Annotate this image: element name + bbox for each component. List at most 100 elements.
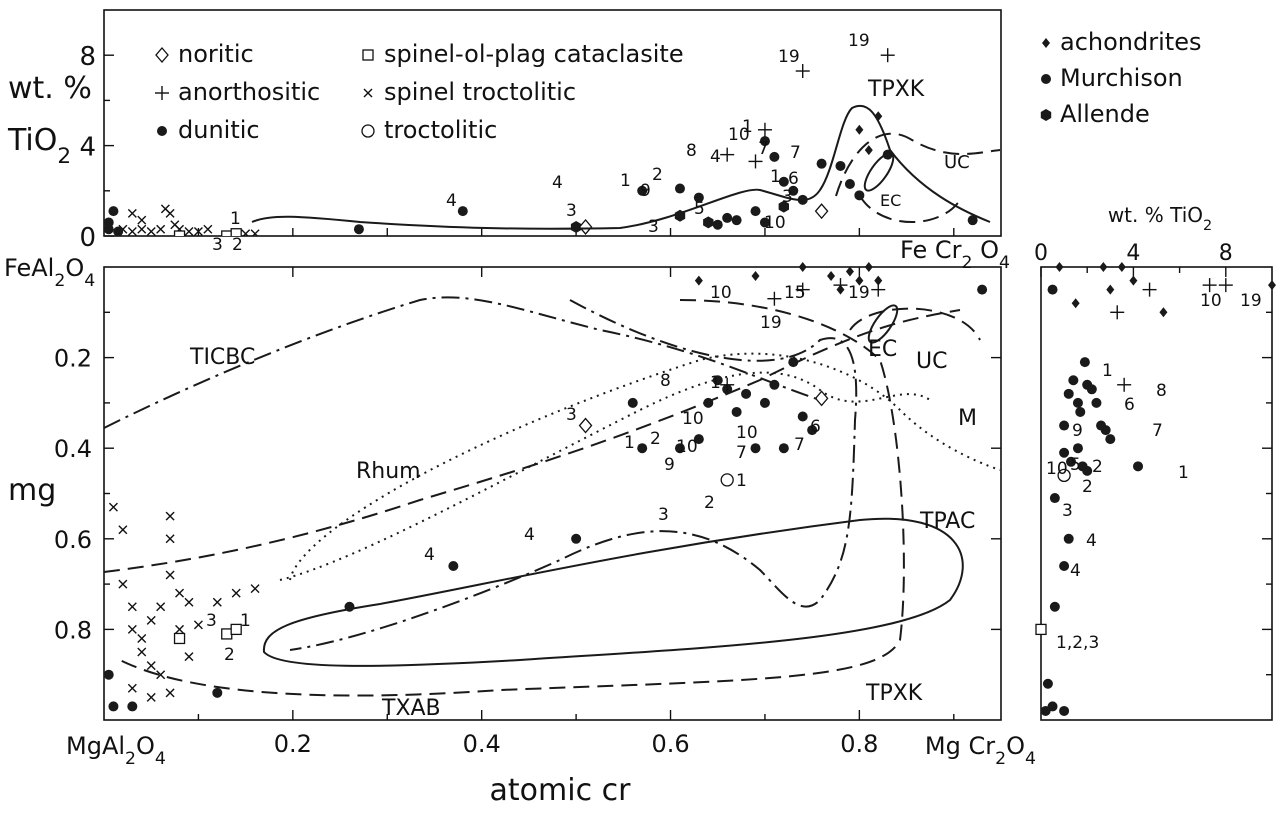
cross-point <box>165 534 175 544</box>
achondrite-point <box>1117 262 1126 272</box>
sample-number-label: 1 <box>230 209 241 229</box>
field-label-txab: TXAB <box>381 696 441 721</box>
dunitic-point <box>731 406 742 417</box>
main-xtick-label: 0.2 <box>274 730 312 758</box>
achondrite-point <box>751 271 760 282</box>
right-xtick-label: 0 <box>1034 241 1048 266</box>
legend-label: achondrites <box>1060 28 1201 56</box>
dunitic-point <box>1063 388 1074 399</box>
sample-number-label: 19 <box>848 283 870 303</box>
sample-number-label: 1 <box>620 171 631 191</box>
sample-number-label: 2 <box>1082 477 1093 497</box>
main-panel-frame <box>103 266 1002 721</box>
sample-number-label: 7 <box>794 435 805 455</box>
cross-point <box>156 602 166 612</box>
cross-point <box>184 597 194 607</box>
cross-point <box>241 229 251 236</box>
cross-stroke <box>137 224 147 234</box>
cross-stroke <box>165 208 175 218</box>
ec-ellipse-main <box>867 304 899 344</box>
cross-stroke <box>170 220 180 230</box>
sample-number-label: 19 <box>1240 291 1262 311</box>
cross-point <box>175 624 185 634</box>
cross-point <box>137 224 147 234</box>
cross-stroke <box>165 511 175 521</box>
sample-number-label: 7 <box>758 139 769 159</box>
cross-stroke <box>108 502 118 512</box>
cross-stroke <box>363 88 373 98</box>
legend-label: noritic <box>178 40 254 68</box>
cross-point <box>165 511 175 521</box>
txab-curve <box>119 299 905 697</box>
achondrite-point <box>1129 275 1138 286</box>
cross-point <box>146 692 156 702</box>
cross-point <box>250 584 260 594</box>
achondrite-point <box>855 124 864 135</box>
sample-number-label: 10 <box>736 423 758 443</box>
sample-number-label: 8 <box>660 371 671 391</box>
cross-stroke <box>184 226 194 236</box>
dunitic-point <box>1059 420 1070 431</box>
top-ytick-label: 8 <box>79 42 96 72</box>
achondrite-point <box>845 266 854 277</box>
sample-number-label: 9 <box>640 181 651 201</box>
sample-number-label: 3 <box>566 201 577 221</box>
field-label-tpxk-top: TPXK <box>867 77 925 102</box>
cross-point <box>127 208 137 218</box>
dunitic-point <box>712 375 723 386</box>
main-xtick-label: 0.6 <box>651 730 689 758</box>
dunitic-point <box>1042 678 1053 689</box>
top-ylabel: wt. % <box>8 71 92 106</box>
achondrite-point <box>1106 284 1115 295</box>
dunitic-point <box>1047 701 1058 712</box>
rhum-m-curve <box>289 352 1001 581</box>
dunitic-point <box>778 176 789 187</box>
Allende-point <box>703 216 714 229</box>
sample-number-label: 9 <box>664 455 675 475</box>
cross-point <box>165 688 175 698</box>
top-ylabel-formula: TiO2 <box>7 123 71 169</box>
uc-ellipse-main <box>849 307 981 341</box>
dunitic-point <box>674 183 685 194</box>
sample-number-label: 6 <box>1124 395 1135 415</box>
anorthositic-point <box>880 48 895 63</box>
corner-label-mgcr2o4: Mg Cr2O4 <box>925 732 1036 769</box>
cross-point <box>127 602 137 612</box>
tpxk-curve-top <box>251 104 991 230</box>
anorthositic-point <box>1202 278 1217 293</box>
dunitic-point <box>127 701 138 712</box>
anorthositic-point <box>795 64 810 79</box>
cross-point <box>203 224 213 234</box>
cross-stroke <box>127 683 137 693</box>
uc-lower-top <box>859 195 961 223</box>
cross-point <box>137 215 147 225</box>
dunitic-point <box>977 284 988 295</box>
top-points <box>104 48 978 236</box>
sample-number-label: 3 <box>782 187 793 207</box>
dunitic-point <box>741 388 752 399</box>
cross-stroke <box>193 226 203 236</box>
cross-stroke <box>137 215 147 225</box>
sample-number-label: 1 <box>742 117 753 137</box>
cross-stroke <box>137 633 147 643</box>
sample-number-label: 4 <box>524 525 535 545</box>
cross-stroke <box>156 670 166 680</box>
Allende-point <box>570 221 582 233</box>
noritic-point <box>578 218 593 235</box>
dunitic-point <box>674 443 685 454</box>
cross-stroke <box>137 647 147 657</box>
dunitic-point <box>712 219 723 230</box>
cross-stroke <box>146 226 156 236</box>
sample-number-label: 1 <box>710 373 721 393</box>
top-ytick-label: 4 <box>79 133 96 163</box>
dunitic-point <box>1049 601 1060 612</box>
field-label-ticbc: TICBC <box>189 345 255 370</box>
cross-point <box>184 226 194 236</box>
cross-stroke <box>118 525 128 535</box>
dunitic-point <box>788 185 799 196</box>
sample-number-label: 8 <box>686 141 697 161</box>
cross-stroke <box>127 602 137 612</box>
dunitic-point <box>103 669 114 680</box>
anorthositic-point <box>1218 278 1233 293</box>
